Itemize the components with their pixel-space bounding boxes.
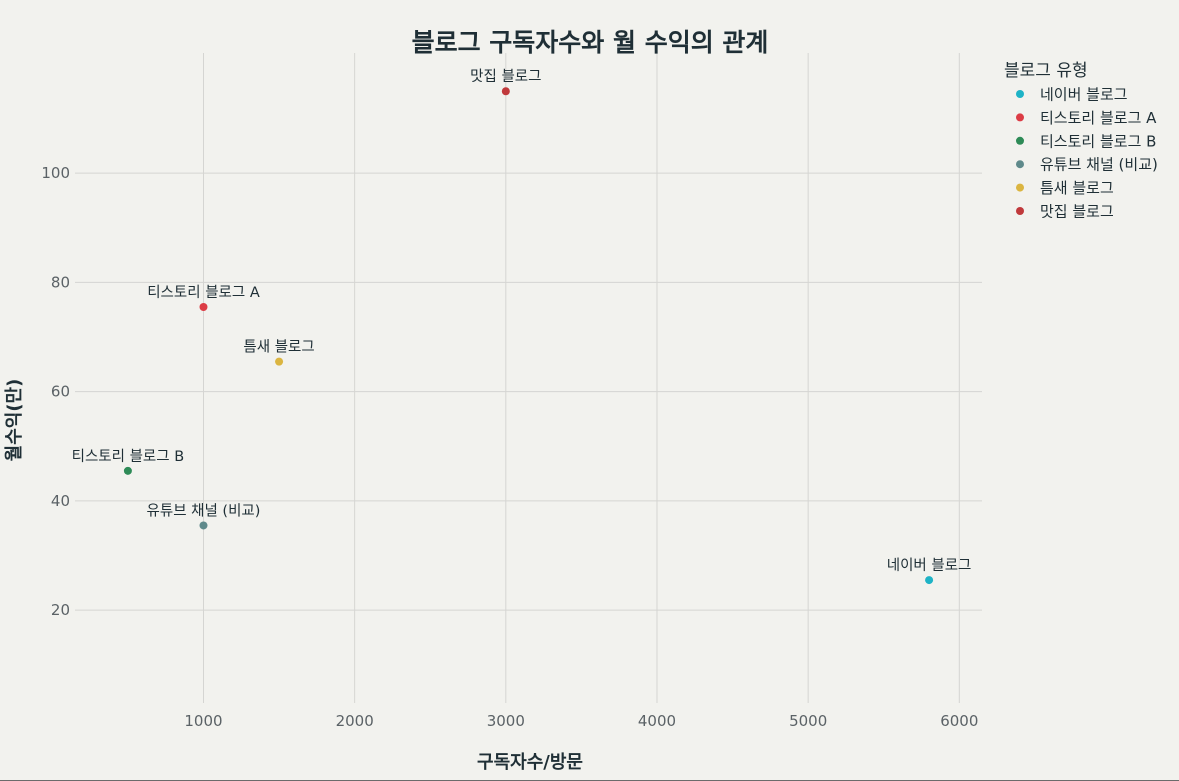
y-tick-label: 60 <box>51 383 70 401</box>
y-tick-label: 100 <box>41 164 70 182</box>
data-point <box>199 521 208 530</box>
legend-title: 블로그 유형 <box>1004 61 1088 81</box>
legend-marker <box>1016 183 1024 192</box>
data-point-label: 네이버 블로그 <box>887 557 972 574</box>
legend-marker <box>1016 136 1024 145</box>
x-tick-label: 5000 <box>789 712 827 730</box>
legend-item-label[interactable]: 맛집 블로그 <box>1040 203 1114 221</box>
x-axis-title: 구독자수/방문 <box>477 752 583 773</box>
legend-item-label[interactable]: 틈새 블로그 <box>1040 179 1114 197</box>
data-point <box>925 576 934 585</box>
x-tick-label: 1000 <box>184 712 222 730</box>
point-layer: 네이버 블로그 티스토리 블로그 A 티스토리 블로그 B 유튜브 채널 (비교) 틈새… <box>72 68 972 585</box>
data-point <box>123 466 132 475</box>
x-tick-label: 2000 <box>336 712 374 730</box>
data-point-label: 유튜브 채널 (비교) <box>147 502 261 519</box>
data-point-label: 맛집 블로그 <box>470 68 541 85</box>
legend-marker <box>1016 207 1024 215</box>
legend-item-label[interactable]: 유튜브 채널 (비교) <box>1040 156 1158 174</box>
data-point-label: 티스토리 블로그 B <box>72 448 185 465</box>
legend-item-label[interactable]: 네이버 블로그 <box>1040 86 1128 104</box>
y-tick-label: 20 <box>51 601 70 619</box>
data-point <box>501 87 510 96</box>
data-point-label: 틈새 블로그 <box>243 339 314 356</box>
legend-marker <box>1016 160 1024 169</box>
y-axis-title: 월수익(만) <box>4 379 25 462</box>
x-tick-label: 4000 <box>638 712 676 730</box>
chart-title: 블로그 구독자수와 월 수익의 관계 <box>412 28 769 57</box>
y-tick-label: 80 <box>51 273 70 291</box>
x-tick-label: 3000 <box>487 712 525 730</box>
data-point <box>275 357 284 366</box>
grid-layer <box>75 53 982 703</box>
legend-marker <box>1016 90 1024 98</box>
data-point-label: 티스토리 블로그 A <box>147 284 260 301</box>
tick-layer: 1000 2000 3000 4000 5000 6000 20 40 60 80 100 <box>41 164 978 730</box>
y-tick-label: 40 <box>51 492 70 510</box>
x-tick-label: 6000 <box>940 712 978 730</box>
legend-item-label[interactable]: 티스토리 블로그 B <box>1040 132 1156 150</box>
legend-item-label[interactable]: 티스토리 블로그 A <box>1040 109 1157 127</box>
data-point <box>199 302 208 311</box>
legend-marker <box>1016 113 1024 122</box>
